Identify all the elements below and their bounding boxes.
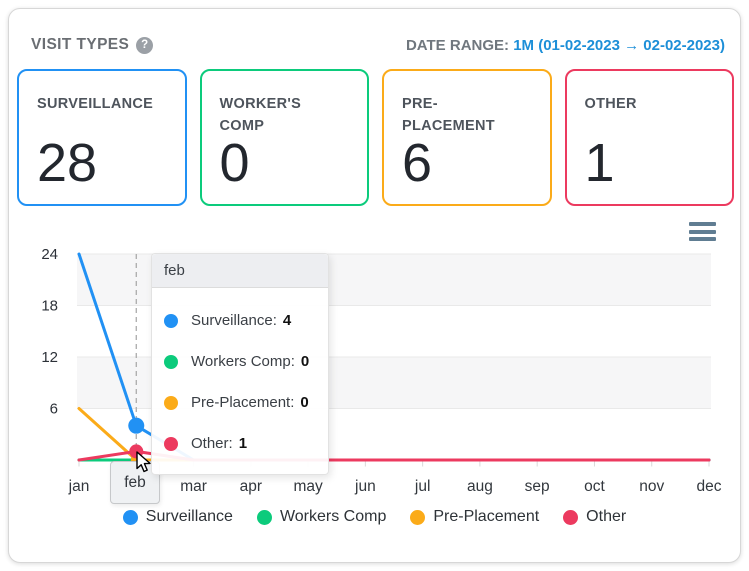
legend-label: Other [586,508,627,525]
series-dot-icon [164,436,178,451]
series-dot-icon [410,509,426,525]
card-pre-placement[interactable]: PRE- PLACEMENT 6 [382,69,552,206]
hamburger-menu-icon[interactable] [689,222,716,245]
card-workers-comp[interactable]: WORKER'S COMP 0 [199,69,369,206]
y-axis-tick-label: 18 [41,298,58,315]
y-axis-tick-label: 6 [50,401,58,418]
legend-item-other[interactable]: Other [563,508,626,526]
hover-marker-surveillance [128,417,145,434]
x-axis-tick-label: oct [584,478,605,495]
tooltip-row-label: Workers Comp: [191,353,295,370]
series-dot-icon [164,313,178,328]
chart-legend: Surveillance Workers Comp Pre-Placement … [9,508,740,526]
card-value: 6 [402,133,433,193]
chart-tooltip: feb Surveillance: 4 Workers Comp: 0 Pre-… [151,253,329,475]
card-value: 1 [584,133,615,193]
card-surveillance[interactable]: SURVEILLANCE 28 [17,69,187,206]
tooltip-row: Other: 1 [164,423,316,464]
tooltip-row-value: 1 [238,435,248,452]
date-range: DATE RANGE: 1M (01-02-2023 → 02-02-2023) [406,37,725,54]
tooltip-title: feb [152,254,328,288]
x-axis-tick-label: aug [467,478,493,495]
tooltip-row-value: 0 [300,353,310,370]
card-label: OTHER [584,96,637,112]
help-circle-icon[interactable]: ? [136,36,154,54]
series-dot-icon [256,509,272,525]
page-title-text: VISIT TYPES [31,36,130,53]
tooltip-row-label: Pre-Placement: [191,394,295,411]
tooltip-row-label: Other: [191,435,233,452]
page-title: VISIT TYPES ? [31,36,154,54]
y-axis-tick-label: 24 [41,246,58,263]
x-axis-tick-label: dec [697,478,722,495]
legend-label: Pre-Placement [433,508,540,525]
tooltip-row: Workers Comp: 0 [164,341,316,382]
card-label: SURVEILLANCE [37,96,154,112]
legend-item-workers-comp[interactable]: Workers Comp [256,508,387,526]
y-axis-tick-label: 12 [41,349,58,366]
x-axis-tick-label: sep [525,478,550,495]
tooltip-body: Surveillance: 4 Workers Comp: 0 Pre-Plac… [152,288,328,474]
x-axis-tick-label: jan [68,478,90,495]
tooltip-row-label: Surveillance: [191,312,277,329]
x-axis-tick-label: jul [414,478,431,495]
legend-label: Workers Comp [279,508,387,525]
tooltip-row: Pre-Placement: 0 [164,382,316,423]
date-range-label: DATE RANGE: [405,37,510,54]
tooltip-row-value: 0 [300,394,309,411]
series-dot-icon [164,354,178,369]
card-value: 28 [37,133,98,193]
card-label: WORKER'S COMP [219,96,302,135]
x-axis-tick-label: apr [240,478,262,495]
date-range-value[interactable]: 1M (01-02-2023 → 02-02-2023) [513,37,725,54]
x-axis-tick-label: may [293,478,323,495]
legend-item-pre-placement[interactable]: Pre-Placement [410,508,539,526]
tooltip-row: Surveillance: 4 [164,300,316,341]
stat-cards-row: SURVEILLANCE 28 WORKER'S COMP 0 PRE- PLA… [17,69,734,206]
x-axis-tick-label: jun [354,478,376,495]
tooltip-row-value: 4 [282,312,292,329]
series-dot-icon [563,509,579,525]
series-dot-icon [122,509,138,525]
legend-label: Surveillance [145,508,233,525]
card-other[interactable]: OTHER 1 [564,69,734,206]
legend-item-surveillance[interactable]: Surveillance [122,508,233,526]
hover-marker-other [129,444,144,459]
x-axis-tick-label: nov [639,478,664,495]
x-axis-tick-label: mar [180,478,207,495]
card-label: PRE- PLACEMENT [402,96,495,135]
card-value: 0 [219,133,250,193]
series-dot-icon [164,395,178,410]
visit-types-panel: VISIT TYPES ? DATE RANGE: 1M (01-02-2023… [8,8,741,563]
